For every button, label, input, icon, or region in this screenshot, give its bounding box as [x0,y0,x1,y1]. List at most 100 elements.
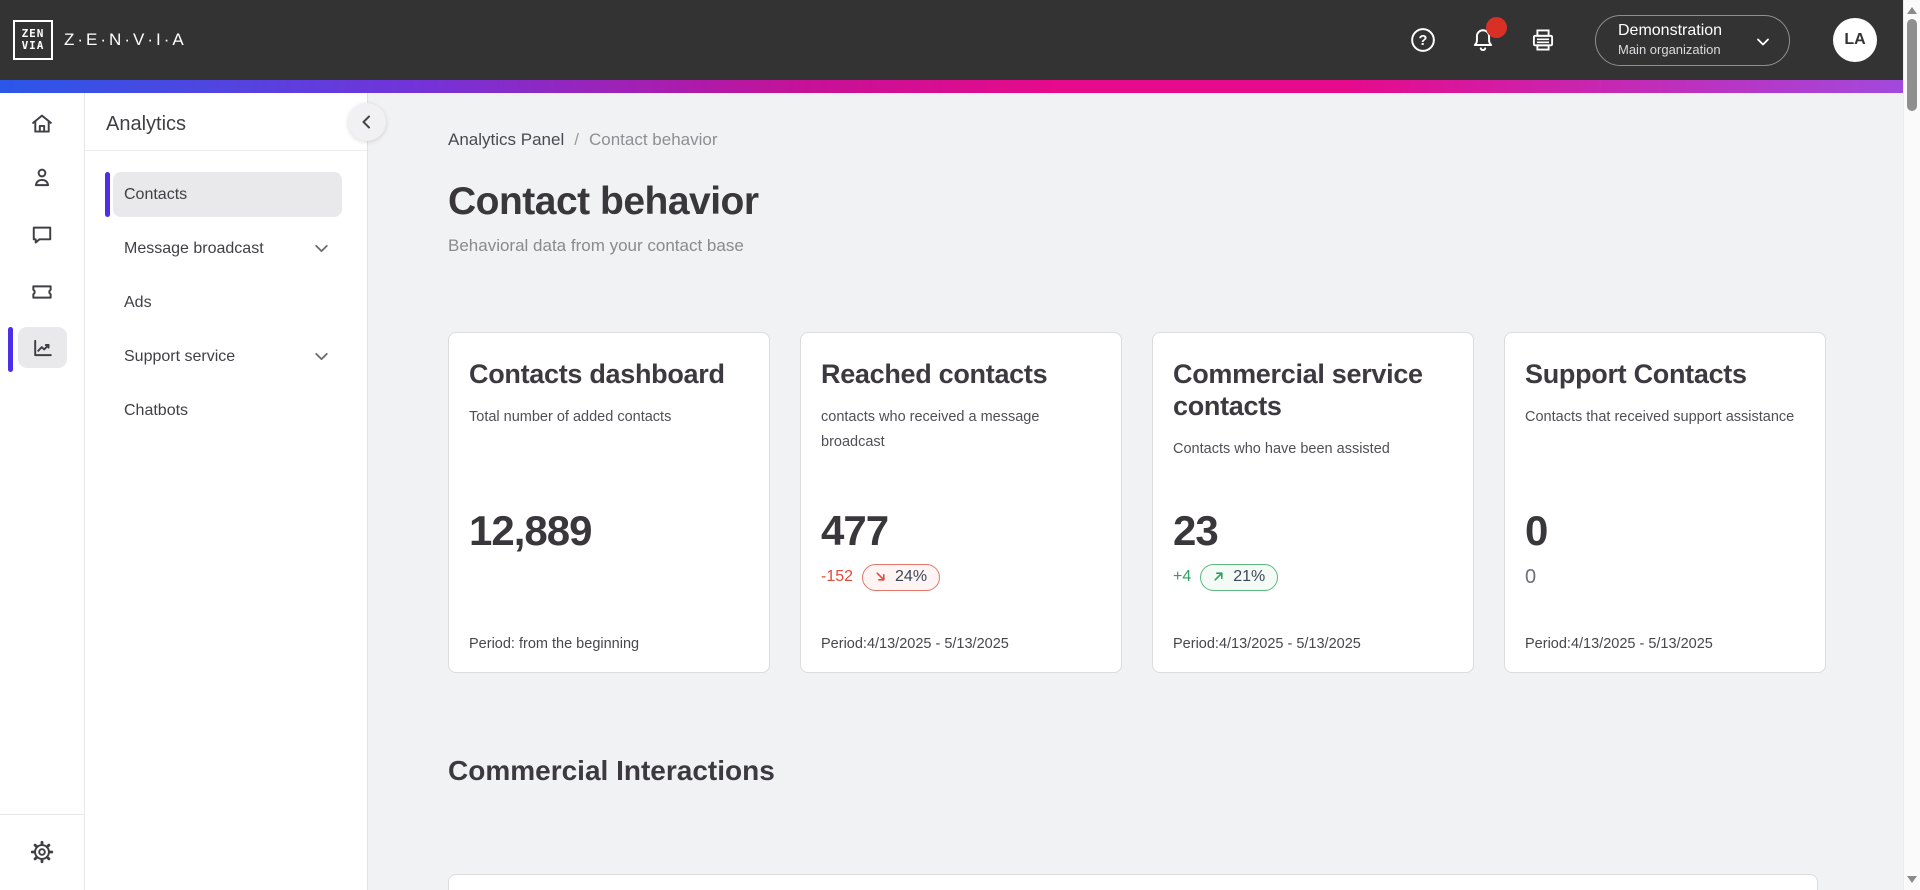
rail-item-conversations[interactable] [0,222,84,248]
rail-item-home[interactable] [0,111,84,137]
metric-value: 0 [1525,507,1548,554]
card-support-contacts: Support Contacts Contacts that received … [1504,332,1826,673]
card-period: Period:4/13/2025 - 5/13/2025 [1173,636,1361,652]
help-icon: ? [1411,28,1435,52]
chevron-down-icon [1754,33,1772,56]
chevron-down-icon [313,348,330,365]
organization-subtitle: Main organization [1618,42,1721,58]
card-title: Commercial service contacts [1173,359,1423,421]
rail-item-analytics[interactable] [18,327,67,368]
scroll-down-arrow-icon[interactable] [1907,876,1917,883]
trend-badge-positive: 21% [1200,563,1279,591]
menu-item-label: Support service [124,347,236,365]
active-rail-indicator [8,327,13,372]
rail-item-contacts[interactable] [0,165,84,191]
organization-switcher[interactable]: Demonstration Main organization [1595,14,1790,66]
topbar-actions: ? Demonstration [1403,14,1877,66]
icon-rail [0,93,85,890]
zenvia-logo[interactable]: ZEN VIA Z·E·N·V·I·A [13,20,187,60]
arrow-up-right-icon [1211,569,1226,584]
delta-row: 0 [1525,562,1805,592]
ticket-icon [32,285,52,299]
breadcrumb-current: Contact behavior [588,130,718,149]
menu-item-contacts[interactable]: Contacts [105,172,342,217]
rail-divider [0,814,84,815]
menu-item-ads[interactable]: Ads [113,280,342,325]
card-metric: 0 0 Period:4/13/2025 - 5/13/2025 [1525,507,1805,653]
chevron-left-icon [362,115,370,129]
breadcrumb-separator: / [574,130,579,149]
print-button[interactable] [1523,20,1563,60]
help-button[interactable]: ? [1403,20,1443,60]
arrow-down-right-icon [873,569,888,584]
metric-value: 23 [1173,507,1219,554]
collapse-panel-button[interactable] [348,103,386,141]
organization-name: Demonstration [1618,22,1723,40]
card-period: Period:4/13/2025 - 5/13/2025 [1525,636,1713,652]
page-title: Contact behavior [448,180,759,223]
breadcrumb-analytics-panel[interactable]: Analytics Panel [448,130,565,149]
scrollbar-thumb[interactable] [1907,19,1917,111]
secondary-value: 0 [1525,565,1537,588]
chevron-down-icon [313,240,330,257]
chat-bubble-icon [32,226,52,244]
card-metric: 12,889 Period: from the beginning [469,507,749,653]
card-title: Support Contacts [1525,359,1747,389]
menu-item-chatbots[interactable]: Chatbots [113,388,342,433]
menu-item-message-broadcast[interactable]: Message broadcast [113,226,342,271]
menu-item-label: Ads [124,293,152,311]
page-subtitle: Behavioral data from your contact base [448,236,744,255]
metric-value: 12,889 [469,507,592,554]
main-content: Analytics Panel / Contact behavior Conta… [368,93,1920,890]
rail-item-settings[interactable] [0,839,84,865]
logo-bottom-text: VIA [21,39,45,52]
notifications-button[interactable] [1463,17,1507,60]
panel-title: Analytics [106,113,187,135]
breadcrumb: Analytics Panel / Contact behavior [448,130,1920,150]
trend-badge-negative: 24% [862,563,941,591]
card-metric: 23 +4 21% Peri [1173,507,1453,653]
kpi-cards-row: Contacts dashboard Total number of added… [448,332,1920,673]
card-description: Contacts who have been assisted [1173,440,1390,457]
bell-icon [1473,29,1493,51]
menu-item-support-service[interactable]: Support service [113,334,342,379]
delta-row: +4 21% [1173,562,1453,592]
svg-text:?: ? [1419,33,1428,49]
card-description: Total number of added contacts [469,408,672,425]
card-commercial-service-contacts: Commercial service contacts Contacts who… [1152,332,1474,673]
gear-icon [30,840,54,864]
zenvia-logo-mark-icon: ZEN VIA [13,20,53,60]
delta-percent: 21% [1233,567,1266,585]
topbar: ZEN VIA Z·E·N·V·I·A ? [0,0,1920,80]
vertical-scrollbar[interactable] [1903,0,1920,890]
card-title: Contacts dashboard [469,359,725,389]
notification-badge [1486,17,1507,38]
user-avatar[interactable]: LA [1833,18,1877,62]
panel-divider [85,150,367,151]
metric-value: 477 [821,507,889,554]
card-title: Reached contacts [821,359,1048,389]
delta-row-empty [469,562,749,592]
rail-item-tickets[interactable] [0,279,84,305]
line-chart-icon [33,339,52,356]
delta-percent: 24% [895,567,928,585]
card-description: Contacts that received support assistanc… [1525,408,1795,425]
brand-gradient-bar [0,80,1920,93]
delta-value: +4 [1173,568,1192,585]
card-period: Period:4/13/2025 - 5/13/2025 [821,636,1009,652]
scroll-up-arrow-icon[interactable] [1907,7,1917,14]
printer-icon [1532,29,1554,51]
menu-item-label: Chatbots [124,401,189,419]
logo-top-text: ZEN [21,26,45,40]
zenvia-wordmark: Z·E·N·V·I·A [64,30,187,49]
card-reached-contacts: Reached contacts contacts who received a… [800,332,1122,673]
delta-row: -152 24% [821,562,1101,592]
card-metric: 477 -152 24% P [821,507,1101,653]
analytics-menu: Contacts Message broadcast Ads Support s… [85,172,367,442]
menu-item-label: Contacts [124,185,188,203]
menu-item-label: Message broadcast [124,239,264,257]
delta-value: -152 [821,568,854,585]
card-description: contacts who received a message broadcas… [821,408,1040,450]
person-icon [34,168,50,187]
